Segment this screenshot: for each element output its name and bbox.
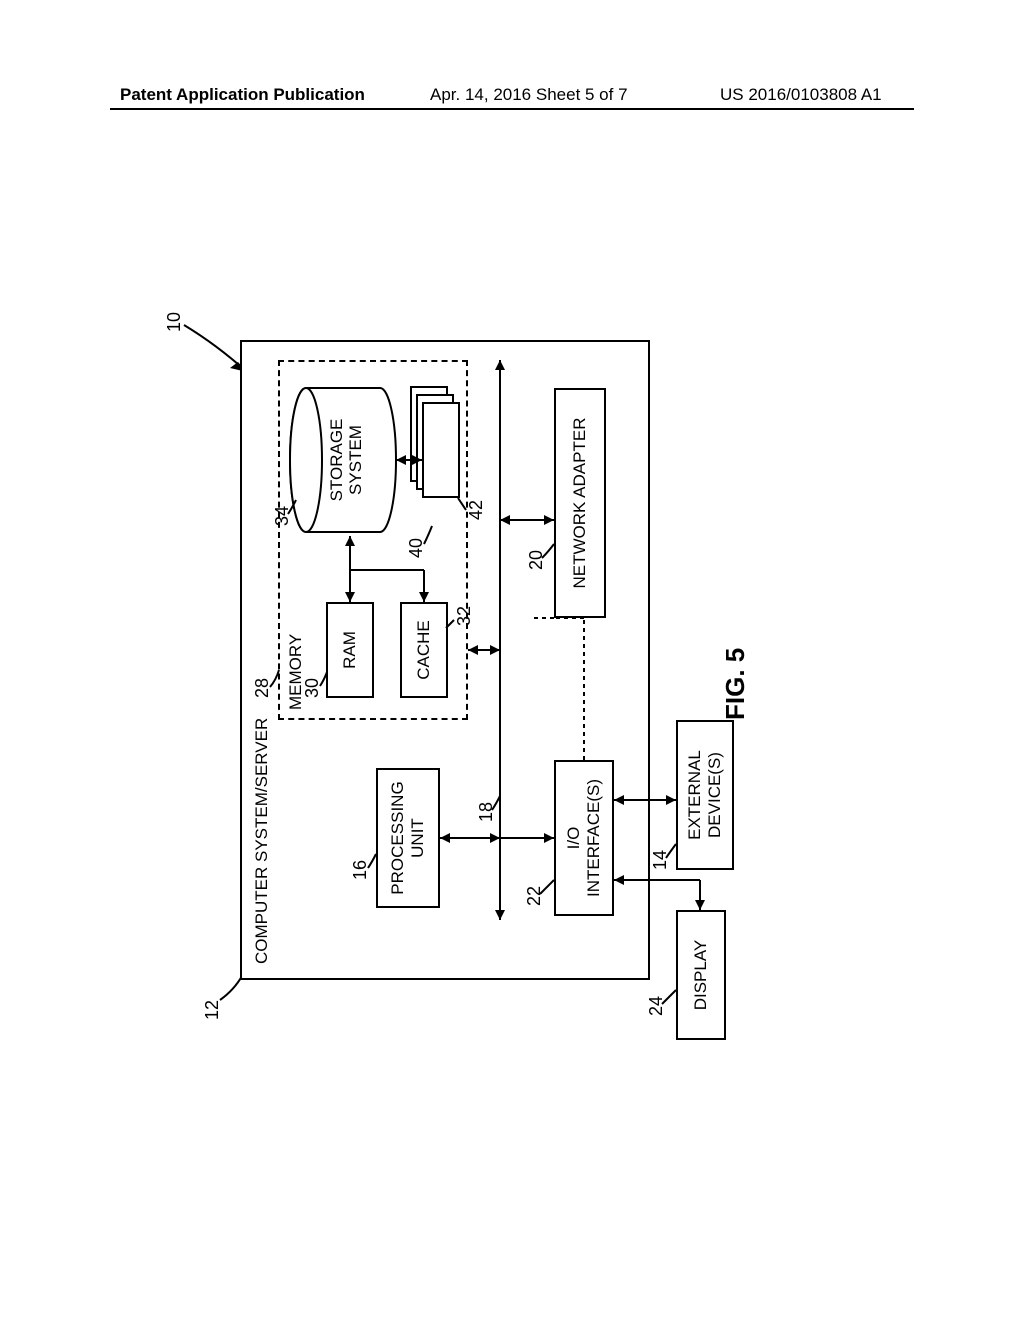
header-rule (110, 108, 914, 110)
external-io-link (232, 300, 792, 1020)
system-diagram: 10 12 COMPUTER SYSTEM/SERVER MEMORY 28 (232, 300, 792, 1020)
ref-12: 12 (202, 1000, 223, 1020)
figure-caption: FIG. 5 (720, 648, 751, 720)
header-right: US 2016/0103808 A1 (720, 85, 882, 105)
ref-10: 10 (164, 312, 185, 332)
header-center: Apr. 14, 2016 Sheet 5 of 7 (430, 85, 628, 105)
header-left: Patent Application Publication (120, 85, 365, 105)
